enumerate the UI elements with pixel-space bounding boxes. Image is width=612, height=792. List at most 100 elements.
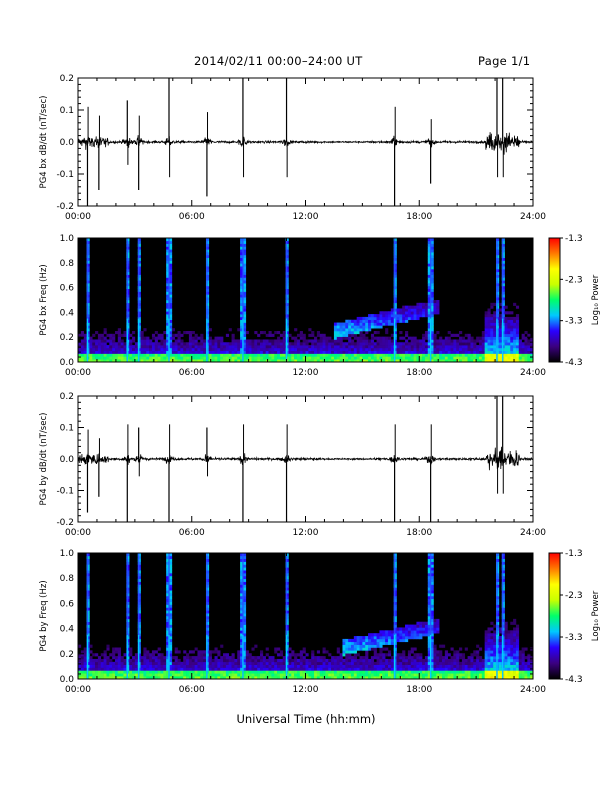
spectrogram-cell [433, 673, 437, 677]
spectrogram-cell [203, 650, 207, 654]
spectrogram-cell [169, 271, 173, 275]
spectrogram-cell [188, 347, 193, 352]
spectrogram-cell [413, 661, 417, 665]
spectrogram-cell [149, 653, 153, 657]
spectrogram-cell [271, 673, 275, 677]
spectrogram-cell [515, 353, 520, 357]
spectrogram-cell [353, 658, 357, 663]
spectrogram-cell [180, 664, 184, 668]
spectrogram-cell [484, 316, 488, 321]
spectrogram-cell [200, 661, 204, 665]
spectrogram-cell [424, 308, 429, 312]
spectrogram-cell [359, 339, 363, 343]
spectrogram-cell [149, 667, 153, 671]
spectrogram-cell [166, 356, 170, 360]
spectrogram-cell [106, 345, 110, 349]
spectrogram-cell [140, 356, 144, 360]
spectrogram-cell [157, 658, 161, 663]
spectrogram-cell [385, 347, 389, 352]
spectrogram-cell [453, 656, 457, 660]
spectrogram-cell [359, 658, 363, 663]
spectrogram-cell [387, 347, 392, 352]
spectrogram-cell [89, 667, 93, 671]
spectrogram-cell [473, 673, 477, 677]
spectrogram-cell [242, 285, 247, 290]
spectrogram-cell [316, 353, 321, 357]
spectrogram-cell [151, 333, 156, 337]
x-tick-label: 18:00 [406, 212, 432, 222]
spectrogram-cell [396, 670, 400, 674]
spectrogram-cell [368, 667, 372, 671]
spectrogram-cell [112, 347, 116, 352]
spectrogram-cell [120, 350, 124, 354]
spectrogram-cell [493, 356, 497, 360]
spectrogram-cell [89, 353, 93, 357]
y-tick-label: 0.2 [60, 74, 74, 84]
spectrogram-cell [430, 567, 434, 571]
spectrogram-cell [399, 359, 403, 363]
spectrogram-cell [146, 342, 150, 346]
spectrogram-cell [510, 664, 514, 668]
spectrogram-cell [345, 661, 349, 665]
spectrogram-cell [203, 350, 207, 354]
spectrogram-cell [422, 336, 426, 340]
spectrogram-cell [456, 345, 460, 349]
spectrogram-cell [450, 356, 454, 360]
spectrogram-cell [459, 353, 463, 357]
spectrogram-cell [478, 673, 483, 677]
spectrogram-cell [342, 325, 346, 329]
spectrogram-cell [507, 331, 511, 335]
spectrogram-cell [410, 347, 414, 352]
spectrogram-cell [311, 658, 315, 663]
spectrogram-cell [507, 319, 511, 323]
spectrogram-cell [260, 653, 264, 657]
spectrogram-cell [356, 356, 360, 360]
spectrogram-cell [240, 553, 244, 557]
spectrogram-cell [169, 627, 173, 631]
spectrogram-cell [169, 653, 173, 657]
spectrogram-cell [200, 658, 204, 663]
spectrogram-cell [430, 661, 434, 665]
spectrogram-cell [362, 333, 366, 337]
spectrogram-cell [171, 359, 175, 363]
spectrogram-cell [478, 347, 483, 352]
spectrogram-cell [405, 667, 409, 671]
spectrogram-cell [365, 345, 369, 349]
spectrogram-cell [254, 667, 258, 671]
spectrogram-cell [498, 350, 503, 354]
spectrogram-cell [493, 630, 497, 634]
spectrogram-cell [166, 590, 170, 594]
spectrogram-cell [143, 356, 147, 360]
spectrogram-cell [453, 658, 457, 663]
spectrogram-cell [203, 667, 207, 671]
spectrogram-cell [268, 661, 272, 665]
spectrogram-cell [237, 673, 241, 677]
spectrogram-cell [294, 667, 298, 671]
spectrogram-cell [103, 328, 107, 332]
spectrogram-cell [240, 356, 244, 360]
spectrogram-cell [387, 356, 392, 360]
spectrogram-cell [240, 575, 244, 580]
spectrogram-cell [416, 350, 420, 354]
spectrogram-cell [288, 347, 292, 352]
spectrogram-cell [399, 627, 403, 631]
spectrogram-cell [240, 641, 244, 645]
spectrogram-cell [80, 333, 84, 337]
spectrogram-cell [450, 353, 454, 357]
spectrogram-cell [427, 336, 431, 340]
spectrogram-cell [214, 345, 218, 349]
spectrogram-cell [470, 339, 474, 343]
spectrogram-cell [370, 325, 375, 329]
spectrogram-cell [234, 676, 238, 680]
spectrogram-cell [351, 333, 355, 337]
spectrogram-cell [433, 300, 437, 304]
spectrogram-cell [271, 339, 275, 343]
spectrogram-cell [154, 670, 158, 674]
spectrogram-cell [430, 252, 434, 256]
spectrogram-cell [507, 328, 511, 332]
spectrogram-cell [97, 670, 102, 674]
spectrogram-cell [228, 347, 232, 352]
spectrogram-cell [427, 311, 431, 315]
spectrogram-cell [464, 345, 468, 349]
spectrogram-cell [160, 676, 164, 680]
